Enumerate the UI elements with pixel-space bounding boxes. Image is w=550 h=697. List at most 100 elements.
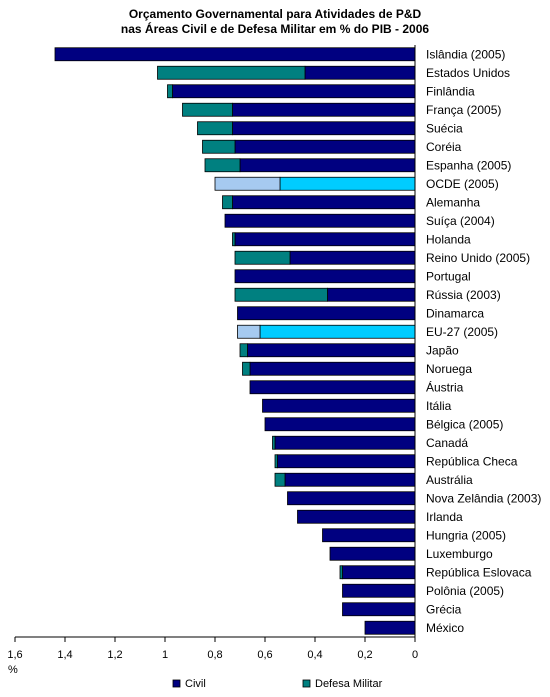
bar-defesa-militar	[204, 158, 241, 173]
bar-civil	[274, 435, 416, 450]
bar-civil	[342, 602, 416, 617]
bar-civil	[342, 583, 416, 598]
category-label: Bélgica (2005)	[426, 417, 503, 431]
x-axis-label: %	[8, 664, 18, 676]
category-label: Austrália	[426, 473, 473, 487]
category-label: México	[426, 621, 464, 635]
bar-civil	[232, 195, 416, 210]
bar-civil	[277, 454, 416, 469]
bar-civil	[279, 176, 416, 191]
bar-defesa-militar	[274, 454, 278, 469]
legend-label: Civil	[185, 678, 206, 690]
legend: Civil Defesa Militar	[172, 678, 383, 690]
category-label: Espanha (2005)	[426, 158, 511, 172]
x-tick-label: 1	[162, 649, 168, 661]
x-tick-label: 1,2	[107, 649, 122, 661]
bar-defesa-militar	[214, 176, 281, 191]
bar-defesa-militar	[222, 195, 233, 210]
bar-civil	[249, 361, 416, 376]
category-labels: Islândia (2005) Estados Unidos Finlândia Fr…	[426, 47, 541, 635]
x-tick-label: 1,4	[57, 649, 72, 661]
category-label: Islândia (2005)	[426, 47, 505, 61]
bar-civil	[322, 528, 416, 543]
bar-civil	[232, 121, 416, 136]
category-label: Grécia	[426, 602, 462, 616]
category-label: Estados Unidos	[426, 66, 510, 80]
chart-title: Orçamento Governamental para Atividades …	[121, 7, 429, 36]
bar-civil	[234, 269, 416, 284]
category-label: Nova Zelândia (2003)	[426, 491, 541, 505]
category-label: Portugal	[426, 269, 471, 283]
x-tick-label: 0	[412, 649, 418, 661]
bar-civil	[239, 158, 416, 173]
category-label: França (2005)	[426, 103, 501, 117]
bar-civil	[54, 47, 416, 62]
legend-swatch	[302, 679, 311, 688]
category-label: OCDE (2005)	[426, 177, 499, 191]
x-axis: 1,6 1,4 1,2 1 0,8 0,6 0,4 0,2 0%	[7, 45, 418, 676]
bar-civil	[247, 343, 416, 358]
category-label: Rússia (2003)	[426, 288, 501, 302]
category-label: Holanda	[426, 232, 471, 246]
bars	[54, 47, 416, 635]
legend-label: Defesa Militar	[315, 678, 383, 690]
x-tick-label: 0,8	[207, 649, 222, 661]
bar-civil	[342, 565, 416, 580]
bar-civil	[364, 620, 416, 635]
category-label: Irlanda	[426, 510, 463, 524]
category-label: Reino Unido (2005)	[426, 251, 530, 265]
x-tick-label: 0,4	[307, 649, 322, 661]
bar-civil	[327, 287, 416, 302]
bar-defesa-militar	[182, 102, 233, 117]
chart-title-line-2: nas Áreas Civil e de Defesa Militar em %…	[121, 21, 429, 36]
bar-defesa-militar	[239, 343, 248, 358]
bar-civil	[249, 380, 416, 395]
category-label: Itália	[426, 399, 452, 413]
category-label: Áustria	[426, 379, 464, 394]
category-label: República Eslovaca	[426, 565, 532, 579]
bar-defesa-militar	[167, 84, 173, 99]
bar-civil	[234, 139, 416, 154]
category-label: Hungria (2005)	[426, 528, 506, 542]
chart-title-line-1: Orçamento Governamental para Atividades …	[129, 7, 422, 21]
bar-civil	[287, 491, 416, 506]
category-label: Alemanha	[426, 195, 480, 209]
category-label: Finlândia	[426, 84, 475, 98]
category-label: Luxemburgo	[426, 547, 493, 561]
category-label: Coréia	[426, 140, 462, 154]
category-label: EU-27 (2005)	[426, 325, 498, 339]
bar-defesa-militar	[272, 435, 276, 450]
bar-civil	[284, 472, 416, 487]
bar-defesa-militar	[237, 324, 261, 339]
bar-defesa-militar	[242, 361, 251, 376]
bar-defesa-militar	[232, 232, 236, 247]
bar-civil	[289, 250, 416, 265]
bar-defesa-militar	[197, 121, 233, 136]
bar-civil	[304, 65, 416, 80]
x-tick-label: 0,2	[357, 649, 372, 661]
category-label: Polônia (2005)	[426, 584, 504, 598]
bar-defesa-militar	[339, 565, 343, 580]
bar-civil	[262, 398, 416, 413]
bar-defesa-militar	[234, 287, 328, 302]
bar-civil	[224, 213, 416, 228]
x-tick-label: 1,6	[7, 649, 22, 661]
category-label: Japão	[426, 343, 459, 357]
bar-defesa-militar	[274, 472, 286, 487]
bar-defesa-militar	[157, 65, 306, 80]
category-label: República Checa	[426, 454, 518, 468]
bar-civil	[237, 306, 416, 321]
category-label: Noruega	[426, 362, 472, 376]
x-tick-label: 0,6	[257, 649, 272, 661]
bar-civil	[172, 84, 416, 99]
bar-civil	[264, 417, 416, 432]
category-label: Suécia	[426, 121, 463, 135]
bar-defesa-militar	[202, 139, 236, 154]
bar-civil	[232, 102, 416, 117]
bar-civil	[259, 324, 416, 339]
bar-civil	[234, 232, 416, 247]
bar-civil	[297, 509, 416, 524]
category-label: Dinamarca	[426, 306, 484, 320]
legend-swatch	[172, 679, 181, 688]
